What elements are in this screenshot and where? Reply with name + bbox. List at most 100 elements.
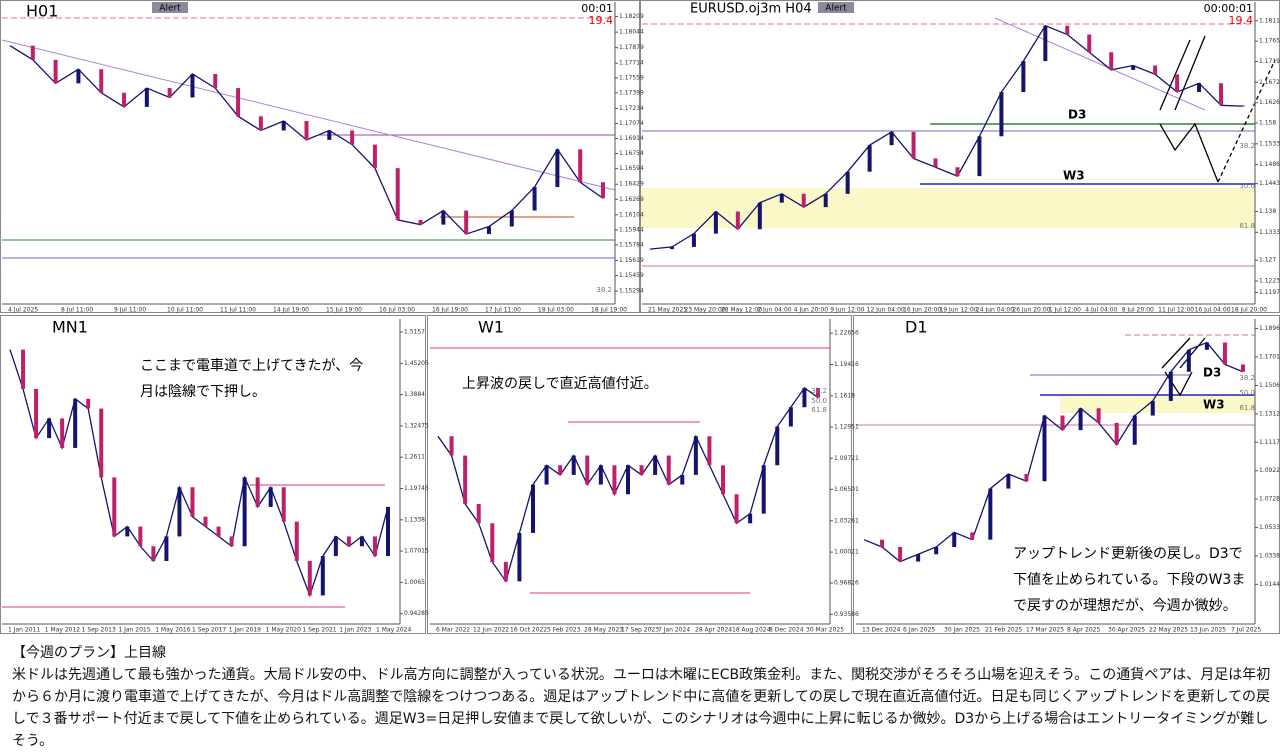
alert-button[interactable]	[818, 2, 854, 13]
x-tick-label: 1 Sep 2013	[82, 627, 116, 634]
y-tick-label: 1.15294	[619, 288, 644, 295]
alert-label[interactable]: Alert	[825, 4, 847, 14]
y-tick-label: 1.127	[1259, 257, 1276, 264]
candle	[1078, 408, 1083, 431]
candle	[125, 526, 130, 537]
candle	[386, 506, 390, 557]
y-tick-label: 1.1896	[1259, 325, 1280, 332]
y-tick-label: 1.18209	[619, 13, 644, 20]
candle	[1241, 364, 1245, 372]
candle	[258, 116, 263, 131]
x-tick-label: 4 Jul 04:00	[1085, 307, 1117, 314]
x-tick-label: 4 Jul 2025	[8, 307, 38, 314]
candle	[60, 418, 65, 448]
y-tick-label: 1.1223	[1259, 277, 1280, 284]
plan: 【今週のプラン】上目線 米ドルは先週通して最も強かった通貨。大局ドル安の中、ドル…	[12, 642, 1274, 752]
candle	[517, 532, 522, 582]
annotation: 38.2	[1239, 142, 1255, 150]
candle	[1065, 25, 1070, 35]
candle	[802, 387, 807, 408]
y-tick-label: 1.19416	[834, 361, 859, 368]
annotation: 50.0	[1239, 182, 1255, 190]
x-tick-label: 1 Sep 2021	[302, 627, 336, 634]
candle	[598, 465, 603, 485]
x-tick-label: 1 Sep 2017	[192, 627, 226, 634]
candle	[880, 539, 885, 547]
annotation: W3	[1203, 398, 1225, 412]
panel-title: MN1	[52, 318, 88, 337]
x-tick-label: 6 Mar 2022	[436, 627, 470, 634]
candle	[691, 233, 696, 247]
y-tick-label: 1.1486	[1259, 161, 1280, 168]
y-tick-label: 0.96826	[834, 579, 859, 586]
candle	[578, 149, 583, 183]
candle	[441, 210, 446, 225]
candle	[1024, 473, 1029, 482]
y-tick-label: 1.16429	[619, 181, 644, 188]
candle	[911, 131, 916, 159]
y-tick-label: 1.0144	[1259, 581, 1280, 588]
x-tick-label: 1 May 2020	[266, 627, 301, 634]
y-tick-label: 1.09721	[834, 455, 859, 462]
candle	[333, 536, 338, 557]
candle	[304, 121, 309, 140]
y-tick-label: 1.18044	[619, 29, 644, 36]
candle	[1168, 371, 1173, 401]
candle	[203, 516, 208, 527]
y-tick-label: 1.45205	[404, 360, 429, 367]
x-tick-label: 12 Jun 2022	[473, 627, 509, 634]
y-tick-label: 1.07015	[404, 548, 429, 555]
candle	[1021, 61, 1026, 93]
candle	[713, 211, 718, 234]
candle	[734, 494, 739, 524]
x-tick-label: 1 Jan 2015	[118, 627, 150, 634]
candle	[122, 92, 127, 107]
x-tick-label: 1 May 2024	[376, 627, 411, 634]
x-tick-label: 18 Jul 03:00	[538, 307, 574, 314]
timer: 00:01	[581, 2, 613, 15]
plan-body: 米ドルは先週通して最も強かった通貨。大局ドル安の中、ドル高方向に調整が入っている…	[12, 667, 1271, 749]
candle	[775, 426, 780, 466]
y-tick-label: 1.1506	[1259, 382, 1280, 389]
candle	[867, 145, 872, 172]
candle	[1042, 415, 1047, 482]
candle	[76, 69, 81, 84]
y-tick-label: 0.94285	[404, 610, 429, 617]
candle	[845, 171, 850, 194]
candle	[666, 455, 671, 485]
x-tick-label: 16 Oct 2022	[510, 627, 547, 634]
scenario-arrow	[1159, 122, 1219, 183]
y-tick-label: 1.17399	[619, 89, 644, 96]
candle	[693, 436, 698, 475]
x-tick-label: 21 Feb 2025	[985, 627, 1023, 634]
candle	[190, 487, 195, 517]
candle	[320, 556, 325, 596]
candle	[486, 226, 491, 235]
candle	[164, 536, 169, 561]
candle	[449, 436, 454, 456]
y-tick-label: 1.16594	[619, 165, 644, 172]
candle	[988, 488, 993, 540]
candle	[1153, 65, 1158, 75]
candle	[889, 131, 894, 146]
candle	[757, 202, 762, 230]
candle	[1175, 74, 1180, 93]
alert-label[interactable]: Alert	[159, 4, 181, 14]
candle	[653, 455, 658, 475]
candle	[585, 455, 590, 485]
candle	[544, 465, 549, 485]
candle	[216, 526, 221, 537]
candle	[229, 536, 234, 547]
candle	[1060, 415, 1065, 431]
candle	[112, 477, 117, 537]
alert-button[interactable]	[152, 2, 188, 13]
panel-title: W1	[478, 318, 504, 337]
candle	[1114, 422, 1119, 445]
x-tick-label: 28 May 12:00	[721, 307, 762, 314]
y-tick-label: 1.1533	[1259, 140, 1280, 147]
annotation: 38.2	[596, 286, 612, 294]
candle	[476, 503, 481, 524]
candle	[977, 136, 982, 177]
levels	[1, 17, 1276, 608]
y-tick-label: 1.1765	[1259, 38, 1280, 45]
